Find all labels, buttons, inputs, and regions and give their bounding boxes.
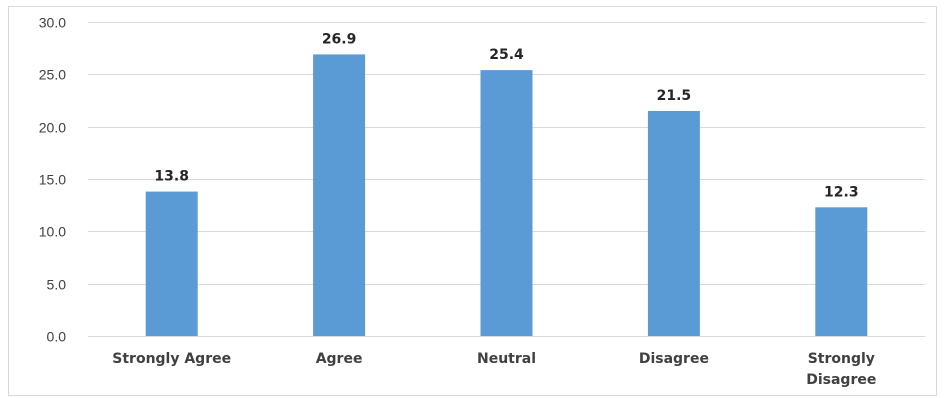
category-label: Disagree bbox=[639, 351, 709, 367]
y-tick-label: 0.0 bbox=[47, 329, 67, 345]
bar bbox=[815, 207, 868, 336]
y-tick-label: 30.0 bbox=[39, 15, 66, 31]
bar bbox=[145, 191, 198, 336]
category-label: Neutral bbox=[477, 351, 536, 367]
category-label: Agree bbox=[316, 351, 363, 367]
y-tick-label: 15.0 bbox=[39, 172, 66, 188]
bar bbox=[480, 70, 533, 336]
y-tick-label: 20.0 bbox=[39, 120, 66, 136]
bar bbox=[647, 111, 700, 336]
data-label: 25.4 bbox=[489, 47, 524, 63]
data-label: 13.8 bbox=[154, 169, 189, 185]
data-label: 21.5 bbox=[657, 88, 692, 104]
y-tick-label: 5.0 bbox=[47, 277, 67, 293]
y-tick-label: 10.0 bbox=[39, 224, 66, 240]
y-tick-label: 25.0 bbox=[39, 67, 66, 83]
category-label: Strongly bbox=[808, 351, 875, 367]
category-label: Strongly Agree bbox=[112, 351, 231, 367]
bars bbox=[145, 54, 868, 337]
bar bbox=[313, 54, 366, 337]
y-axis-tick-labels: 0.0 5.0 10.0 15.0 20.0 25.0 30.0 bbox=[39, 15, 66, 345]
data-label: 26.9 bbox=[322, 31, 357, 47]
category-label: Disagree bbox=[806, 372, 876, 388]
data-label: 12.3 bbox=[824, 184, 859, 200]
data-labels: 13.8 26.9 25.4 21.5 12.3 bbox=[154, 31, 858, 200]
x-axis-category-labels: Strongly Agree Agree Neutral Disagree Strong… bbox=[112, 351, 876, 388]
